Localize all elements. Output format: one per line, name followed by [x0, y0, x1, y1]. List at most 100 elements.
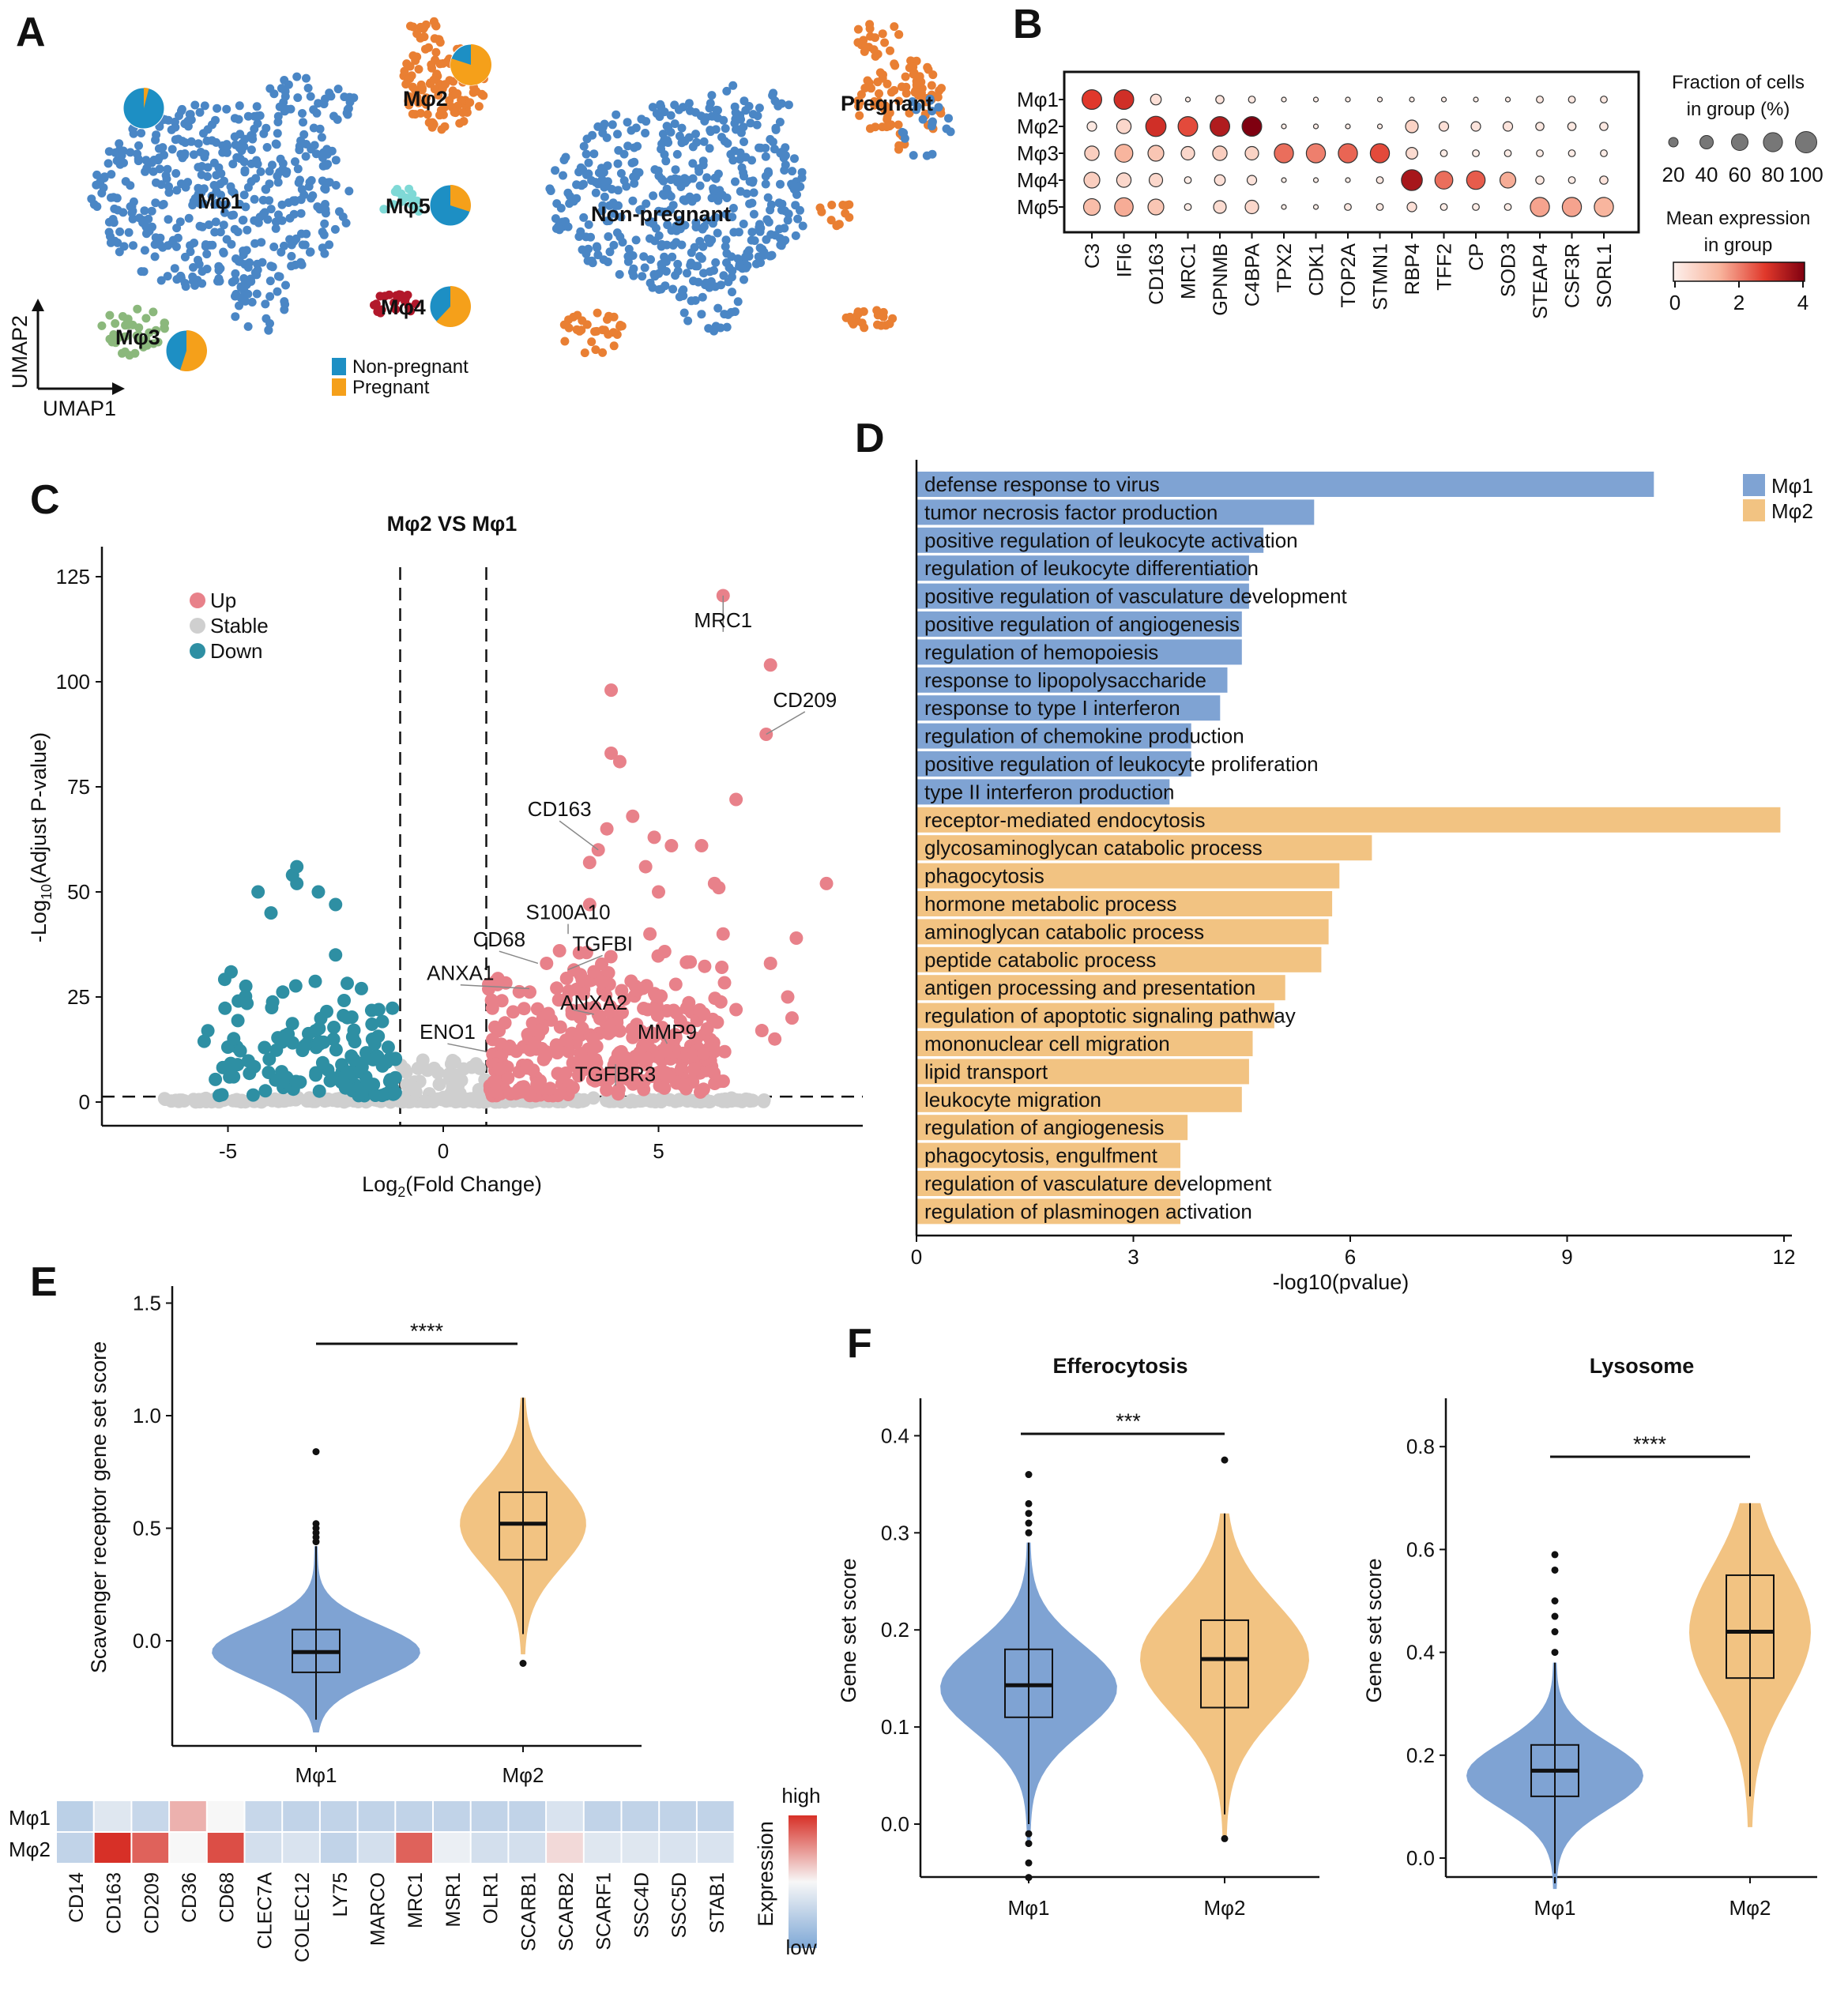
- volcano-point-up: [599, 988, 613, 1002]
- umap-point-non-pregnant: [688, 142, 698, 152]
- umap-point-non-pregnant: [639, 252, 649, 261]
- umap-point-mphi1: [109, 193, 119, 202]
- umap-point-non-pregnant: [728, 81, 738, 90]
- umap-point-mphi1: [275, 272, 284, 281]
- volcano-point-up: [573, 1010, 587, 1025]
- f2-violins: [1466, 1503, 1811, 1890]
- f1-mphi1-outlier: [1025, 1499, 1033, 1507]
- umap-point-mphi1: [194, 139, 203, 149]
- volcano-point-up: [600, 822, 614, 836]
- go-term-label: positive regulation of angiogenesis: [924, 612, 1240, 636]
- umap-point-mphi1: [247, 131, 257, 140]
- volcano-point-stable: [729, 1093, 743, 1108]
- volcano-point-up: [700, 1021, 714, 1036]
- umap-point-mphi1: [155, 164, 164, 174]
- go-bar: [916, 667, 1228, 693]
- umap-point-pregnant: [598, 325, 608, 335]
- umap-point-non-pregnant: [653, 166, 663, 175]
- size-legend-dot: [1668, 137, 1679, 148]
- umap-point-mphi1: [250, 239, 260, 248]
- umap-point-pregnant: [905, 108, 914, 118]
- umap-point-mphi1: [302, 73, 311, 83]
- go-term-label: peptide catabolic process: [924, 948, 1156, 972]
- umap-point-mphi1: [204, 220, 213, 229]
- umap-point-mphi1: [216, 190, 225, 200]
- go-bar: [916, 975, 1285, 1001]
- umap-point-mphi1: [239, 246, 248, 256]
- umap-point-non-pregnant: [737, 163, 747, 172]
- volcano-point-down: [218, 1001, 232, 1015]
- volcano-point-up: [655, 1021, 669, 1035]
- umap-point-non-pregnant: [609, 240, 619, 250]
- umap-point-pregnant: [853, 307, 863, 317]
- color-legend-title-1: Mean expression: [1666, 208, 1811, 229]
- umap-point-non-pregnant: [687, 296, 696, 306]
- dotplot-dots: [1081, 88, 1614, 217]
- heatmap-cell: [132, 1801, 169, 1831]
- umap-point-non-pregnant: [654, 269, 664, 278]
- umap-point-mphi1: [180, 138, 190, 147]
- umap-point-pregnant: [604, 311, 613, 321]
- legend-swatch-mphi2: [1743, 499, 1765, 521]
- go-bars: defense response to virus tumor necrosis …: [916, 472, 1781, 1224]
- heatmap-cell: [509, 1833, 546, 1863]
- umap-point-non-pregnant: [739, 122, 748, 132]
- dot: [1376, 203, 1384, 211]
- umap-point-non-pregnant: [764, 217, 773, 227]
- dot: [1312, 204, 1319, 210]
- umap-point-non-pregnant: [561, 152, 570, 162]
- umap-point-non-pregnant: [713, 228, 722, 238]
- volcano-point-stable: [329, 1092, 344, 1106]
- go-bar: [916, 835, 1372, 861]
- go-bar: [916, 472, 1654, 497]
- umap-point-mphi1: [323, 160, 333, 169]
- umap-point-non-pregnant: [579, 179, 588, 189]
- umap-point-non-pregnant: [744, 246, 754, 255]
- go-term-label: defense response to virus: [924, 472, 1160, 496]
- umap-point-mphi1: [264, 325, 273, 335]
- umap-point-mphi1: [251, 174, 261, 183]
- umap-point-non-pregnant: [724, 310, 733, 319]
- umap-point-non-pregnant: [791, 201, 800, 210]
- volcano-point-up: [488, 1085, 502, 1099]
- umap-point-mphi2: [431, 47, 441, 57]
- umap-point-mphi1: [139, 267, 149, 276]
- umap-point-non-pregnant: [584, 220, 593, 229]
- volcano-point-up: [585, 1073, 600, 1087]
- umap-point-non-pregnant: [597, 206, 607, 216]
- volcano-point-down: [269, 1043, 284, 1057]
- volcano-point-stable: [171, 1094, 186, 1108]
- dotplot-row-label: Mφ5: [1017, 195, 1059, 219]
- umap-point-mphi5: [408, 197, 417, 206]
- e-mphi2-outlier: [519, 1660, 527, 1667]
- umap-point-non-pregnant: [741, 252, 751, 261]
- heatmap-legend-bar: [789, 1815, 817, 1948]
- volcano-gene-label: S100A10: [526, 901, 611, 924]
- umap-point-non-pregnant: [604, 216, 614, 225]
- volcano-point-up: [657, 1081, 672, 1095]
- volcano-point-up: [638, 860, 653, 874]
- volcano-point-stable: [157, 1092, 171, 1106]
- umap-point-mphi1: [277, 84, 286, 93]
- volcano-point-down: [240, 996, 254, 1010]
- f1-mphi2-box: [1200, 1619, 1249, 1709]
- volcano-point-up: [789, 931, 804, 946]
- umap-point-non-pregnant: [679, 308, 689, 318]
- heatmap-cell: [434, 1833, 470, 1863]
- umap-point-non-pregnant: [912, 105, 921, 115]
- umap-point-mphi1: [315, 205, 325, 214]
- umap-point-mphi2: [465, 98, 475, 107]
- umap-point-non-pregnant: [624, 244, 634, 254]
- go-bar: [916, 555, 1249, 581]
- volcano-point-down: [258, 1040, 272, 1055]
- umap-point-non-pregnant: [699, 137, 709, 146]
- umap-point-mphi1: [317, 133, 326, 142]
- volcano-point-up: [687, 1063, 701, 1077]
- dot: [1246, 175, 1258, 186]
- umap-point-non-pregnant: [719, 271, 728, 280]
- go-term-label: leukocyte migration: [924, 1088, 1101, 1112]
- volcano-point-up: [528, 1036, 542, 1050]
- umap-point-pregnant: [856, 90, 866, 100]
- dot: [1248, 96, 1256, 103]
- volcano-point-down: [313, 1036, 327, 1051]
